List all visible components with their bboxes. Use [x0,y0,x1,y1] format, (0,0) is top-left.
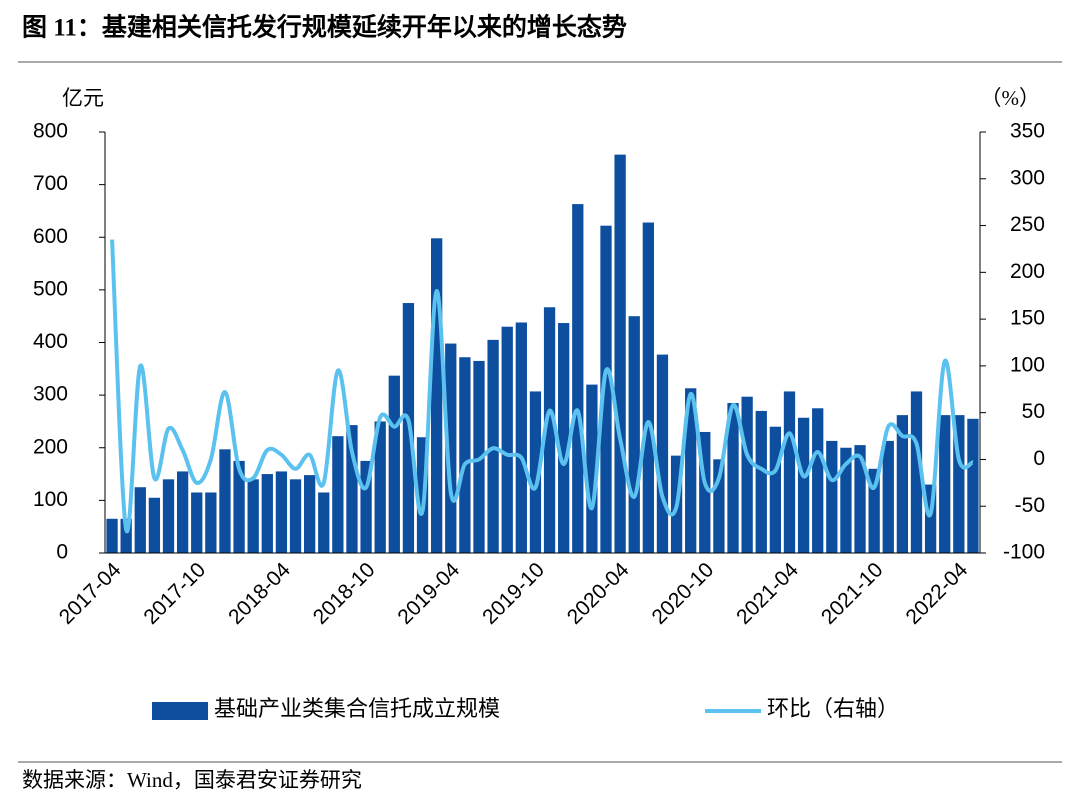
bar [783,391,796,553]
bar [769,426,782,553]
bar [741,396,753,553]
bar [332,436,344,553]
bar [939,415,951,553]
x-tick-label: 2019-04 [393,558,464,629]
x-tick-label: 2020-10 [647,558,718,629]
y-tick-label: 800 [33,120,68,143]
bar [656,354,669,553]
bar [586,384,598,553]
bar [191,492,203,553]
bar [120,518,132,553]
bar [713,459,725,553]
bar [924,484,937,553]
x-tick-label: 2018-04 [224,558,295,629]
x-tick-label: 2020-04 [563,558,634,629]
bar [614,154,626,553]
x-tick-label: 2017-04 [55,558,126,629]
bar [882,440,894,553]
y2-tick-label: 350 [1010,120,1045,143]
bar [967,418,979,553]
y-tick-label: 600 [33,225,68,248]
bar [854,445,866,553]
y2-tick-label: 50 [1022,400,1045,423]
x-tick-label: 2019-10 [478,558,549,629]
bar [275,471,288,553]
y2-tick-label: 250 [1010,213,1045,236]
y-tick-label: 200 [33,435,68,458]
bar [868,468,880,553]
y2-tick-label: 100 [1010,353,1045,376]
bar [303,475,316,553]
y-tick-label: 0 [56,541,68,564]
x-tick-label: 2022-04 [902,558,973,629]
bar [459,357,471,553]
legend-swatch [152,702,208,720]
bar [162,479,175,553]
x-tick-label: 2018-10 [309,558,380,629]
bar [106,518,118,553]
bar [501,326,513,553]
y2-tick-label: 0 [1033,447,1045,470]
bar [755,410,767,553]
y2-tick-label: 200 [1010,260,1045,283]
y2-axis-label: （%） [981,86,1041,110]
chart-title: 图 11：基建相关信托发行规模延续开年以来的增长态势 [22,13,627,42]
x-tick-label: 2021-10 [817,558,888,629]
bar [797,417,810,553]
bar [247,479,259,553]
bar [445,343,457,553]
y-tick-label: 300 [33,383,68,406]
x-tick-label: 2021-04 [732,558,803,629]
legend-label: 基础产业类集合信托成立规模 [214,696,500,721]
source: 数据来源：Wind，国泰君安证券研究 [22,768,362,792]
bar [473,360,485,553]
bar [953,415,965,553]
y2-tick-label: 300 [1010,166,1045,189]
bar [572,204,584,553]
y2-tick-label: -50 [1015,494,1045,517]
bar [685,388,697,553]
bar [840,447,852,553]
bar [826,440,838,553]
bar [558,323,570,553]
y-tick-label: 700 [33,172,68,195]
bar [515,322,527,553]
bar [176,471,189,553]
bar [289,479,302,553]
x-tick-label: 2017-10 [139,558,210,629]
bar [600,225,612,554]
bar [360,460,372,553]
y-axis-label: 亿元 [62,86,104,110]
bar [431,238,443,554]
bar [910,391,923,553]
bar [205,492,217,553]
bar [388,375,400,553]
bar [346,425,358,553]
y-tick-label: 400 [33,330,68,353]
bar [727,403,739,553]
y2-tick-label: 150 [1010,307,1045,330]
bar [642,222,654,553]
bar [318,492,330,553]
bar [374,421,386,553]
bar [812,408,824,553]
bar [529,391,542,553]
bar [628,316,640,553]
legend-label: 环比（右轴） [767,696,899,721]
bar [233,460,245,553]
line [110,239,974,534]
bar [134,487,146,553]
y-tick-label: 100 [33,488,68,511]
bar [896,415,909,553]
bar [219,449,231,553]
bar [148,497,161,553]
bar [543,307,556,553]
y-tick-label: 500 [33,277,68,300]
y2-tick-label: -100 [1003,541,1045,564]
bar [261,474,273,553]
bar [699,431,711,553]
